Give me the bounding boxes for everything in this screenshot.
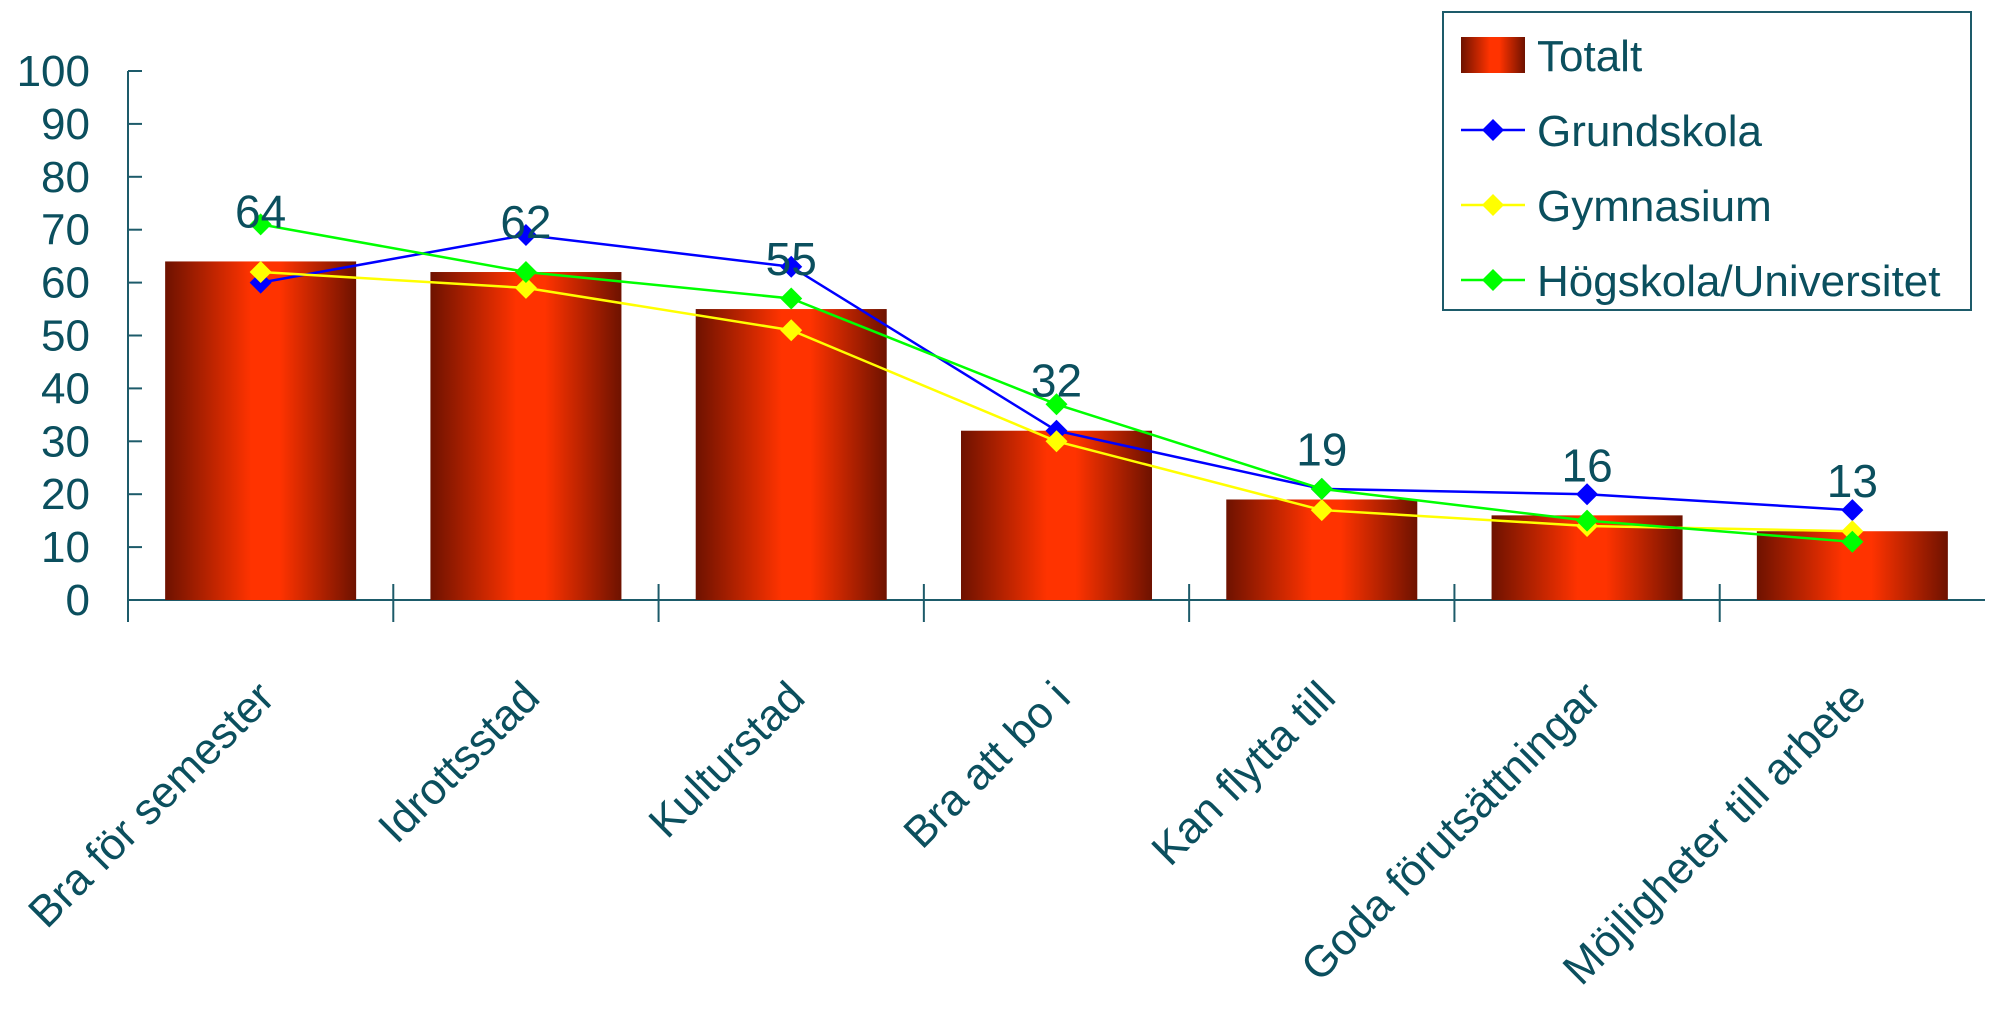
y-tick-label: 50 (41, 312, 90, 361)
point-marker (780, 287, 803, 310)
legend-label: Grundskola (1537, 107, 1763, 156)
y-tick-label: 90 (41, 100, 90, 149)
point-marker (1310, 477, 1333, 500)
x-tick-label: Bra för semester (19, 672, 284, 937)
point-marker (1045, 430, 1068, 453)
data-label: 16 (1561, 439, 1612, 491)
legend-marker (1482, 119, 1504, 141)
legend-marker (1482, 194, 1504, 216)
point-marker (780, 255, 803, 278)
bar (165, 261, 357, 600)
point-marker (1841, 499, 1864, 522)
point-marker (514, 223, 537, 246)
point-marker (249, 261, 272, 284)
point-marker (1576, 483, 1599, 506)
point-marker (1310, 499, 1333, 522)
bar (430, 272, 622, 600)
bar (695, 309, 887, 600)
bar (960, 430, 1153, 600)
data-label: 32 (1031, 355, 1082, 407)
data-label: 13 (1827, 455, 1878, 507)
x-tick-label: Bra att bo i (894, 672, 1079, 857)
y-tick-label: 100 (17, 47, 90, 96)
legend-box (1442, 11, 1972, 311)
point-marker (1576, 509, 1599, 532)
legend-label: Totalt (1537, 32, 1642, 81)
x-tick-label: Idrottsstad (369, 672, 549, 852)
legend-marker (1482, 269, 1504, 291)
y-tick-label: 40 (41, 364, 90, 413)
y-tick-label: 0 (66, 576, 90, 625)
y-tick-label: 20 (41, 470, 90, 519)
y-tick-label: 60 (41, 259, 90, 308)
point-marker (1045, 393, 1068, 416)
legend-label: Högskola/Universitet (1537, 257, 1941, 306)
point-marker (514, 261, 537, 284)
y-tick-label: 30 (41, 417, 90, 466)
category-labels: Bra för semester Idrottsstad Kulturstad Bra… (19, 672, 1875, 994)
x-tick-label: Möjligheter till arbete (1554, 672, 1876, 994)
legend-label: Gymnasium (1537, 182, 1772, 231)
legend-swatch (1461, 37, 1525, 73)
data-label: 64 (235, 185, 286, 237)
x-tick-label: Kan flytta till (1142, 672, 1344, 874)
x-tick-label: Goda förutsättningar (1292, 672, 1610, 990)
y-tick-label: 80 (41, 153, 90, 202)
data-label: 62 (500, 196, 551, 248)
point-marker (249, 213, 272, 236)
data-label: 55 (766, 233, 817, 285)
y-tick-label: 10 (41, 523, 90, 572)
point-marker (780, 319, 803, 342)
legend: Totalt Grundskola Gymnasium Högskola/Univer… (1442, 11, 1972, 311)
data-label: 19 (1296, 423, 1347, 475)
bars (165, 261, 1948, 600)
x-tick-label: Kulturstad (640, 672, 815, 847)
y-tick-label: 70 (41, 206, 90, 255)
lines (249, 213, 1864, 553)
point-marker (514, 276, 537, 299)
data-labels: 64 62 55 32 19 16 13 (235, 185, 1878, 507)
point-marker (1841, 530, 1864, 553)
